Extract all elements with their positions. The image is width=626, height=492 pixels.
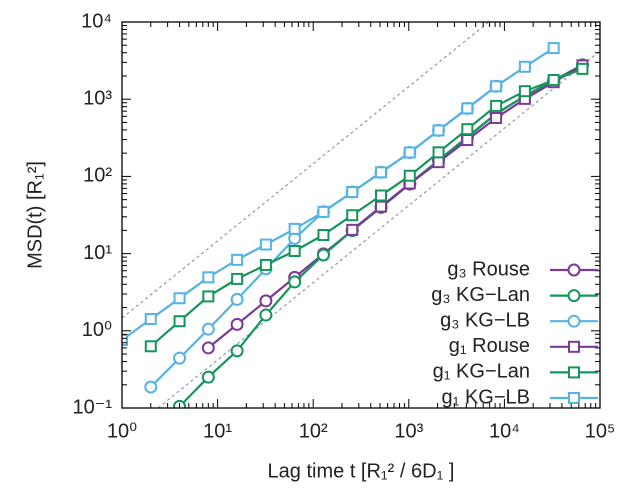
marker <box>567 263 581 277</box>
marker <box>259 258 272 271</box>
marker <box>201 370 215 384</box>
marker <box>144 380 158 394</box>
marker <box>202 271 215 284</box>
marker <box>568 340 580 353</box>
marker <box>316 248 330 262</box>
marker <box>201 341 215 355</box>
marker <box>144 340 157 353</box>
marker <box>259 238 272 251</box>
marker <box>432 146 445 159</box>
reference-lines <box>122 22 600 408</box>
marker <box>144 313 157 326</box>
marker <box>288 222 301 235</box>
marker <box>567 289 581 303</box>
marker <box>518 85 531 98</box>
marker <box>403 169 416 182</box>
legend-label: g₃ KG−Lan <box>431 284 530 306</box>
x-axis-label: Lag time t [R₁² / 6D₁ ] <box>268 460 455 482</box>
x-tick-label: 10¹ <box>203 420 232 442</box>
marker <box>461 134 474 147</box>
legend-label: g₃ KG−LB <box>440 309 530 331</box>
x-tick-label: 10³ <box>394 420 423 442</box>
marker <box>231 272 244 285</box>
x-tick-label: 10² <box>299 420 328 442</box>
marker <box>518 60 531 73</box>
marker <box>490 111 503 124</box>
marker <box>346 223 359 236</box>
reference-line <box>157 50 600 408</box>
reference-line <box>122 22 490 319</box>
marker <box>432 124 445 137</box>
marker <box>173 315 186 328</box>
marker <box>259 294 273 308</box>
marker <box>547 42 560 55</box>
marker <box>288 275 302 289</box>
marker <box>576 62 589 75</box>
marker <box>230 344 244 358</box>
marker <box>201 322 215 336</box>
marker <box>173 292 186 305</box>
marker <box>202 290 215 303</box>
marker <box>173 351 187 365</box>
legend-label: g₁ KG−Lan <box>433 361 530 383</box>
marker <box>346 209 359 222</box>
marker <box>568 392 580 404</box>
plot-area <box>122 42 589 408</box>
marker <box>403 146 416 159</box>
legend-label: g₃ Rouse <box>447 258 530 280</box>
legend-label: g₁ KG−LB <box>442 386 530 408</box>
x-tick-label: 10⁵ <box>585 420 616 442</box>
y-tick-label: 10⁻¹ <box>73 396 113 418</box>
marker <box>568 366 580 379</box>
y-tick-label: 10¹ <box>83 242 112 264</box>
series-line <box>150 67 583 348</box>
y-tick-label: 10² <box>83 165 112 187</box>
y-tick-label: 10³ <box>83 87 112 109</box>
marker <box>432 156 445 169</box>
marker <box>317 205 330 218</box>
marker <box>547 74 560 87</box>
marker <box>375 200 388 213</box>
marker <box>490 80 503 93</box>
marker <box>375 166 388 179</box>
x-tick-label: 10⁰ <box>107 420 137 442</box>
marker <box>461 102 474 115</box>
marker <box>490 99 503 112</box>
y-tick-label: 10⁴ <box>81 10 112 32</box>
marker <box>567 314 581 328</box>
marker <box>231 253 244 266</box>
plot-frame <box>121 21 601 409</box>
marker <box>122 334 128 347</box>
x-tick-label: 10⁴ <box>489 420 520 442</box>
series-line <box>122 47 555 341</box>
marker <box>375 189 388 202</box>
legend-label: g₁ Rouse <box>449 335 530 357</box>
marker <box>346 186 359 199</box>
marker <box>259 308 273 322</box>
y-tick-label: 10⁰ <box>82 319 112 341</box>
marker <box>461 123 474 136</box>
y-axis-label: MSD(t) [R₁²] <box>24 161 46 269</box>
marker <box>230 317 244 331</box>
marker <box>317 229 330 242</box>
marker <box>288 245 301 258</box>
marker <box>230 292 244 306</box>
